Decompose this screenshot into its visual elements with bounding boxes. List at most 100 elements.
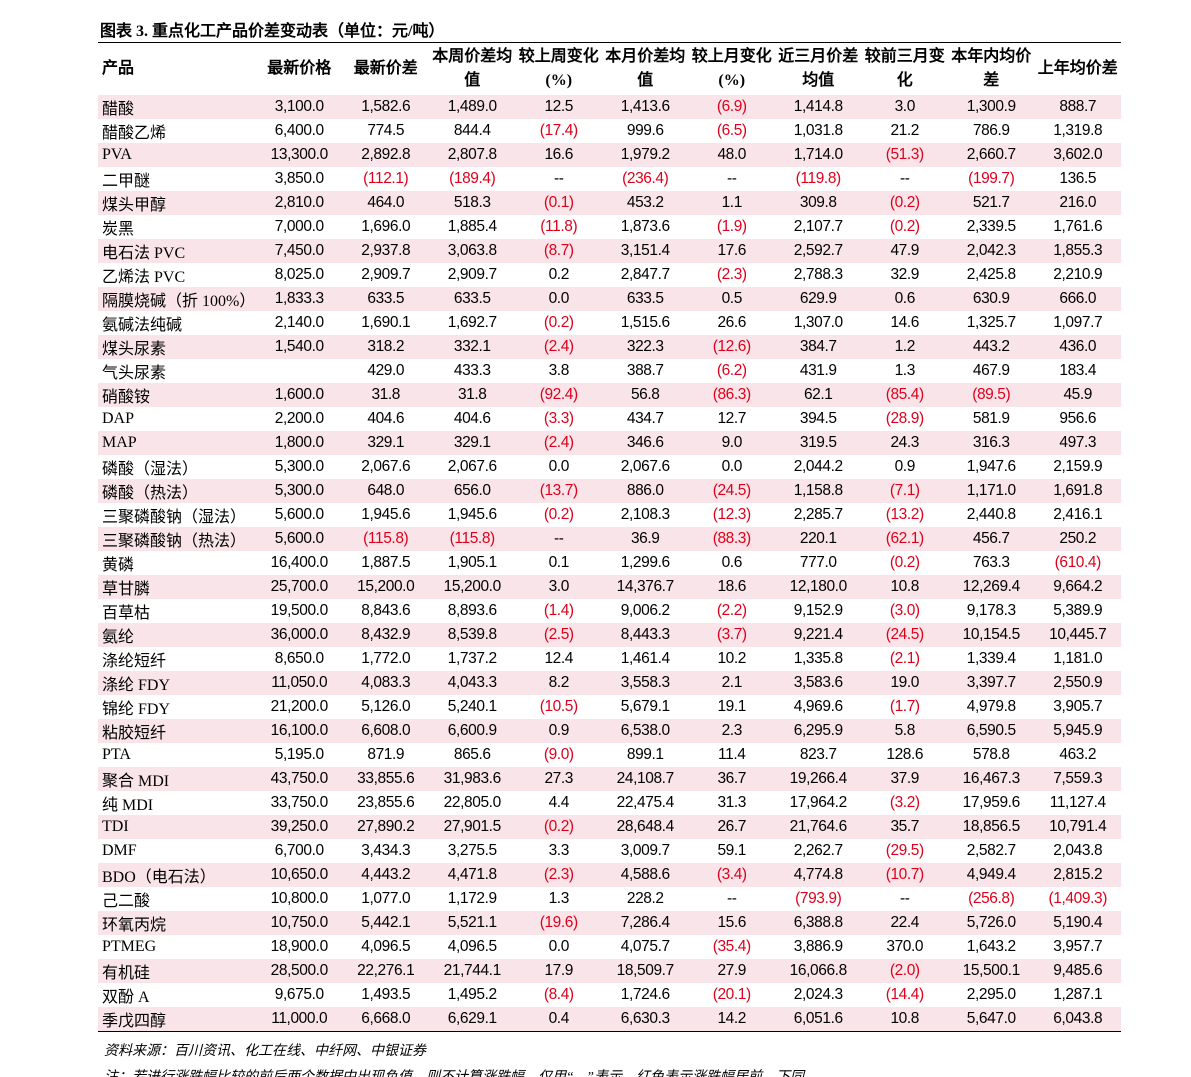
value-cell: 1,761.6 bbox=[1053, 218, 1103, 235]
value-cell: 899.1 bbox=[626, 746, 664, 763]
table-row: PTA 5,195.0 871.9 865.6 (9.0) 899.1 11.4 823.7 1… bbox=[98, 743, 1121, 767]
value-cell: 59.1 bbox=[717, 842, 747, 859]
value-cell: 4,588.6 bbox=[602, 863, 689, 887]
value-cell: 464.0 bbox=[342, 191, 429, 215]
value-cell: 37.9 bbox=[861, 767, 948, 791]
value-cell: 5,726.0 bbox=[948, 911, 1035, 935]
value-cell: 8,843.6 bbox=[361, 602, 411, 619]
value-cell: 1,690.1 bbox=[361, 314, 411, 331]
value-cell: 22,805.0 bbox=[443, 794, 502, 811]
value-cell: 0.0 bbox=[548, 458, 570, 475]
value-cell: 12,269.4 bbox=[948, 575, 1035, 599]
value-cell: 5,195.0 bbox=[274, 746, 324, 763]
value-cell: (115.8) bbox=[429, 527, 516, 551]
value-cell: 5,679.1 bbox=[620, 698, 670, 715]
product-cell: 三聚磷酸钠（热法） bbox=[98, 527, 256, 551]
value-cell: (793.9) bbox=[795, 890, 842, 907]
value-cell: 12,180.0 bbox=[775, 575, 862, 599]
value-cell: (6.2) bbox=[716, 362, 747, 379]
value-cell: 6,051.6 bbox=[775, 1007, 862, 1031]
value-cell: 27.3 bbox=[515, 767, 602, 791]
value-cell: (51.3) bbox=[861, 143, 948, 167]
value-cell: 404.6 bbox=[367, 410, 405, 427]
value-cell: 5,442.1 bbox=[342, 911, 429, 935]
value-cell: 5,521.1 bbox=[429, 911, 516, 935]
value-cell: -- bbox=[726, 170, 737, 187]
header-row: 产品 最新价格 最新价差 本周价差均值 较上周变化(%) 本月价差均值 较上月变化(%) 近三… bbox=[98, 43, 1121, 95]
value-cell: 6,629.1 bbox=[429, 1007, 516, 1031]
value-cell: 3,009.7 bbox=[620, 842, 670, 859]
value-cell: 3.3 bbox=[548, 842, 570, 859]
value-cell: 1,945.6 bbox=[447, 506, 497, 523]
value-cell: 581.9 bbox=[972, 410, 1010, 427]
value-cell: 1,461.4 bbox=[620, 650, 670, 667]
table-row: 季戊四醇 11,000.0 6,668.0 6,629.1 0.4 6,630.3 14.2… bbox=[98, 1007, 1121, 1031]
value-cell: 1,714.0 bbox=[775, 143, 862, 167]
value-cell: (14.4) bbox=[885, 986, 924, 1003]
value-cell: 4,096.5 bbox=[447, 938, 497, 955]
value-cell: 28,500.0 bbox=[256, 959, 343, 983]
value-cell: 4,443.2 bbox=[342, 863, 429, 887]
value-cell: 3.0 bbox=[515, 575, 602, 599]
value-cell: 19.1 bbox=[717, 698, 747, 715]
table-row: 醋酸乙烯 6,400.0 774.5 844.4 (17.4) 999.6 (6.5) 1,0… bbox=[98, 119, 1121, 143]
value-cell: 5,600.0 bbox=[256, 527, 343, 551]
table-row: 硝酸铵 1,600.0 31.8 31.8 (92.4) 56.8 (86.3) 62.1 (8… bbox=[98, 383, 1121, 407]
product-cell: 百草枯 bbox=[102, 605, 151, 622]
note: 注：若进行涨跌幅比较的前后两个数据中出现负值，则不计算涨跌幅，仅用“—”表示，红… bbox=[104, 1066, 804, 1077]
value-cell: 1,299.6 bbox=[620, 554, 670, 571]
value-cell: 4,774.8 bbox=[775, 863, 862, 887]
value-cell: 18,509.7 bbox=[602, 959, 689, 983]
value-cell: 36.9 bbox=[602, 527, 689, 551]
value-cell: 8.2 bbox=[515, 671, 602, 695]
value-cell: 8,539.8 bbox=[429, 623, 516, 647]
product-cell: PVA bbox=[98, 143, 256, 167]
value-cell: 956.6 bbox=[1059, 410, 1097, 427]
value-cell: 43,750.0 bbox=[256, 767, 343, 791]
product-cell: 聚合 MDI bbox=[98, 767, 256, 791]
value-cell: 2,909.7 bbox=[361, 266, 411, 283]
column-header: 本年内均价差 bbox=[951, 48, 1032, 89]
value-cell: 4,083.3 bbox=[342, 671, 429, 695]
value-cell: 0.2 bbox=[548, 266, 570, 283]
value-cell: 17.9 bbox=[515, 959, 602, 983]
value-cell: 8,650.0 bbox=[274, 650, 324, 667]
value-cell: 5,945.9 bbox=[1034, 719, 1121, 743]
value-cell: 10,445.7 bbox=[1034, 623, 1121, 647]
value-cell: (13.2) bbox=[885, 506, 924, 523]
product-cell: 二甲醚 bbox=[102, 173, 151, 190]
value-cell: 0.6 bbox=[861, 287, 948, 311]
value-cell: 6,295.9 bbox=[775, 719, 862, 743]
value-cell: 1,319.8 bbox=[1053, 122, 1103, 139]
product-cell: 黄磷 bbox=[102, 557, 135, 574]
column-header: 本月价差均值 bbox=[605, 48, 686, 89]
value-cell: 15.6 bbox=[688, 911, 775, 935]
value-cell: 18,900.0 bbox=[270, 938, 329, 955]
product-cell: 锦纶 FDY bbox=[102, 701, 171, 718]
value-cell: 1,077.0 bbox=[361, 890, 411, 907]
value-cell: 24.3 bbox=[861, 431, 948, 455]
value-cell: (6.5) bbox=[716, 122, 747, 139]
product-cell: 三聚磷酸钠（湿法） bbox=[102, 509, 247, 526]
value-cell: 15,200.0 bbox=[429, 575, 516, 599]
value-cell: 4,949.4 bbox=[948, 863, 1035, 887]
value-cell: 3,583.6 bbox=[775, 671, 862, 695]
product-cell: 双酚 A bbox=[102, 989, 150, 1006]
value-cell: (2.0) bbox=[861, 959, 948, 983]
value-cell: 1.3 bbox=[548, 890, 570, 907]
value-cell: 28,648.4 bbox=[602, 815, 689, 839]
value-cell: 463.2 bbox=[1059, 746, 1097, 763]
value-cell: 6,388.8 bbox=[775, 911, 862, 935]
value-cell: 1,172.9 bbox=[447, 890, 497, 907]
value-cell: (12.3) bbox=[712, 506, 751, 523]
value-cell: 6,700.0 bbox=[274, 842, 324, 859]
value-cell: 1,158.8 bbox=[775, 479, 862, 503]
value-cell: -- bbox=[899, 170, 910, 187]
value-cell: 16,066.8 bbox=[775, 959, 862, 983]
table-row: 黄磷 16,400.0 1,887.5 1,905.1 0.1 1,299.6 0.6 777… bbox=[98, 551, 1121, 575]
column-header: 本周价差均值 bbox=[432, 48, 513, 89]
value-cell: 26.7 bbox=[688, 815, 775, 839]
value-cell: (89.5) bbox=[948, 383, 1035, 407]
table-title: 图表 3. 重点化工产品价差变动表（单位：元/吨） bbox=[100, 23, 445, 40]
value-cell: 1,339.4 bbox=[966, 650, 1016, 667]
